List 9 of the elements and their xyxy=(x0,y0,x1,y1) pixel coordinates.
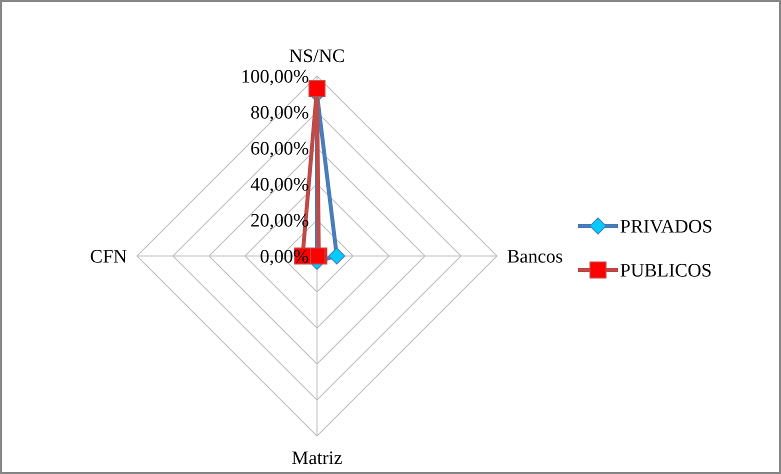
y-tick-label: 100,00% xyxy=(240,66,310,88)
y-tick-label: 60,00% xyxy=(250,138,310,160)
legend-label: PRIVADOS xyxy=(620,216,713,238)
spoke-label: Bancos xyxy=(507,246,563,268)
spoke-label: CFN xyxy=(90,246,128,268)
spoke-label: Matriz xyxy=(292,448,342,470)
legend-label: PUBLICOS xyxy=(620,260,712,282)
spoke-label: NS/NC xyxy=(289,46,345,68)
y-tick-label: 80,00% xyxy=(250,102,310,124)
